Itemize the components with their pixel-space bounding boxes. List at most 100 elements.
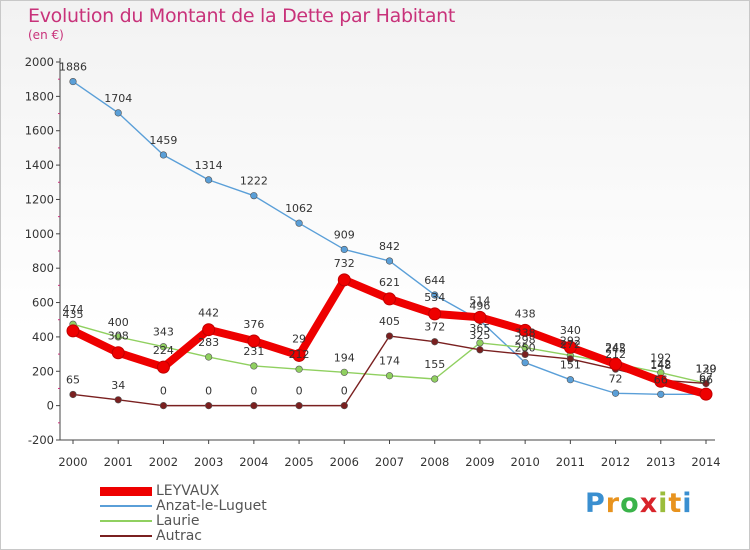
data-label: 842 — [379, 240, 400, 253]
data-point — [250, 402, 258, 410]
y-tick-label: 1800 — [25, 89, 54, 103]
brand-letter: t — [668, 488, 683, 519]
data-point — [250, 362, 258, 370]
data-point — [609, 357, 623, 371]
brand-letter: i — [682, 488, 693, 519]
data-label: 283 — [198, 336, 219, 349]
x-tick-label: 2011 — [556, 455, 585, 469]
data-label: 66 — [699, 373, 713, 386]
brand-letter: o — [620, 488, 640, 519]
data-label: 130 — [696, 362, 717, 375]
data-point — [295, 365, 303, 373]
data-point — [114, 396, 122, 404]
x-tick-label: 2013 — [646, 455, 675, 469]
data-point — [476, 346, 484, 354]
data-label: 65 — [66, 373, 80, 386]
x-tick-label: 2002 — [149, 455, 178, 469]
data-label: 325 — [469, 329, 490, 342]
data-point — [566, 376, 574, 384]
x-tick-label: 2007 — [375, 455, 404, 469]
data-label: 242 — [605, 341, 626, 354]
data-point — [611, 389, 620, 397]
data-label: 1459 — [149, 134, 177, 147]
data-point — [66, 324, 80, 338]
data-label: 340 — [560, 324, 581, 337]
data-point — [295, 402, 303, 410]
data-point — [114, 333, 122, 341]
data-label: 0 — [250, 385, 257, 398]
legend-swatch — [100, 520, 152, 522]
legend-label: Laurie — [156, 513, 200, 529]
y-tick-label: -200 — [28, 433, 54, 447]
data-point — [431, 291, 439, 299]
data-label: 66 — [654, 373, 668, 386]
x-tick-label: 2008 — [420, 455, 449, 469]
x-tick-label: 2010 — [511, 455, 540, 469]
data-label: 212 — [605, 348, 626, 361]
data-point — [702, 379, 710, 388]
data-point — [205, 176, 213, 184]
data-point — [383, 292, 396, 306]
data-label: 474 — [63, 303, 84, 316]
x-tick-label: 2005 — [284, 455, 313, 469]
legend-label: Autrac — [156, 528, 202, 544]
y-tick-label: 200 — [32, 364, 54, 378]
data-label: 272 — [560, 338, 581, 351]
data-label: 1886 — [59, 61, 87, 74]
data-point — [340, 368, 348, 376]
data-label: 298 — [515, 333, 536, 346]
data-label: 292 — [560, 334, 581, 347]
data-label: 732 — [334, 257, 355, 270]
data-label: 245 — [605, 343, 626, 356]
data-label: 0 — [341, 385, 348, 398]
data-label: 224 — [153, 344, 174, 357]
data-point — [521, 359, 529, 367]
data-point — [159, 151, 168, 159]
data-label: 148 — [650, 359, 671, 372]
x-tick-label: 2014 — [691, 455, 720, 469]
data-point — [428, 307, 442, 321]
brand-letter: P — [585, 488, 606, 519]
data-label: 644 — [424, 274, 445, 287]
data-label: 129 — [696, 362, 717, 375]
brand-letter: i — [658, 488, 669, 519]
data-label: 372 — [424, 321, 445, 334]
data-point — [159, 343, 168, 351]
data-point — [385, 332, 394, 340]
y-tick-label: 1200 — [25, 192, 54, 206]
data-point — [69, 390, 77, 399]
data-point — [654, 374, 668, 388]
y-tick-label: 400 — [32, 330, 54, 344]
x-tick-label: 2000 — [58, 455, 87, 469]
data-label: 34 — [111, 379, 125, 392]
brand-logo: Proxiti — [585, 488, 693, 519]
x-tick-label: 2009 — [465, 455, 494, 469]
data-label: 438 — [515, 307, 536, 320]
data-point — [295, 219, 303, 227]
data-label: 1704 — [104, 92, 132, 105]
data-point — [521, 350, 529, 359]
data-point — [205, 353, 213, 361]
chart-title: Evolution du Montant de la Dette par Hab… — [28, 5, 456, 27]
legend-swatch — [100, 487, 152, 496]
y-tick-label: 0 — [47, 399, 54, 413]
data-point — [114, 109, 122, 117]
y-tick-label: 2000 — [25, 55, 54, 69]
data-label: 442 — [198, 307, 219, 320]
data-label: 67 — [699, 371, 713, 384]
data-label: 1062 — [285, 202, 313, 215]
data-point — [385, 372, 394, 380]
data-label: 250 — [515, 342, 536, 355]
data-label: 496 — [469, 299, 490, 312]
data-label: 142 — [650, 358, 671, 371]
x-tick-label: 2012 — [601, 455, 630, 469]
data-point — [563, 340, 577, 354]
data-label: 0 — [205, 385, 212, 398]
data-label: 174 — [379, 355, 400, 368]
data-label: 0 — [160, 385, 167, 398]
y-tick-label: 800 — [32, 261, 54, 275]
data-label: 231 — [243, 345, 264, 358]
y-tick-label: 1600 — [25, 124, 54, 138]
legend-label: LEYVAUX — [156, 483, 220, 499]
